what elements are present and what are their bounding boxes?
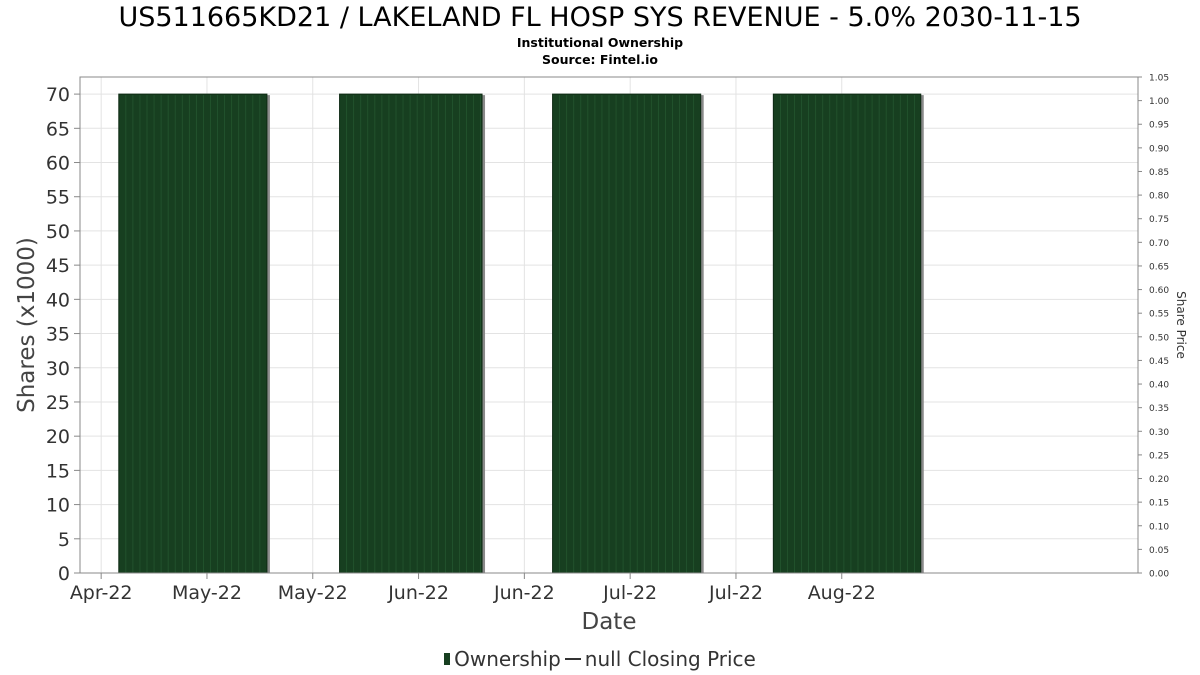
- y-axis-label: Shares (x1000): [14, 237, 40, 413]
- y-tick-label: 50: [46, 221, 70, 243]
- x-tick-label: Jul-22: [708, 582, 763, 604]
- ownership-bar: [552, 93, 702, 574]
- x-tick-label: Apr-22: [70, 582, 133, 604]
- y-tick-label: 30: [46, 358, 70, 380]
- y-right-tick-label: 0.65: [1149, 262, 1169, 272]
- y-right-tick-label: 0.85: [1149, 168, 1169, 178]
- ownership-bar: [118, 93, 268, 574]
- chart-title: US511665KD21 / LAKELAND FL HOSP SYS REVE…: [118, 2, 1082, 33]
- x-axis-label: Date: [582, 609, 637, 635]
- plot-frame: [79, 76, 1139, 574]
- y-right-tick-label: 0.15: [1149, 499, 1169, 509]
- y-tick-label: 25: [46, 392, 70, 414]
- legend-ownership-label: Ownership: [454, 647, 561, 671]
- x-tick-label: May-22: [172, 582, 242, 604]
- x-tick-label: Jul-22: [602, 582, 657, 604]
- x-tick-label: Aug-22: [808, 582, 876, 604]
- y-right-tick-label: 0.55: [1149, 310, 1169, 320]
- ownership-bars: [118, 93, 924, 574]
- x-tick-label: Jun-22: [493, 582, 555, 604]
- y-right-tick-label: 0.80: [1149, 192, 1169, 202]
- y-axis-left: 0 5 10 15 20 25 30 35 40 45 50 55 60 65 70: [46, 84, 80, 585]
- y-right-tick-label: 0.60: [1149, 286, 1169, 296]
- ownership-bar-group: [552, 93, 704, 574]
- y-right-tick-label: 0.10: [1149, 522, 1169, 532]
- y-right-tick-label: 0.05: [1149, 546, 1169, 556]
- y-tick-label: 20: [46, 426, 70, 448]
- x-tick-label: May-22: [278, 582, 348, 604]
- y-tick-label: 5: [58, 529, 70, 551]
- y-right-tick-label: 1.05: [1149, 74, 1169, 84]
- y-axis-right-label: Share Price: [1174, 291, 1188, 359]
- y-tick-label: 45: [46, 255, 70, 277]
- y-tick-label: 15: [46, 460, 70, 482]
- ownership-bar-group: [339, 93, 486, 574]
- y-tick-label: 0: [58, 563, 70, 585]
- y-tick-label: 55: [46, 187, 70, 209]
- y-tick-label: 40: [46, 289, 70, 311]
- ownership-bar: [772, 93, 922, 574]
- ownership-bar-group: [118, 93, 270, 574]
- ownership-bar: [339, 93, 483, 574]
- y-tick-label: 70: [46, 84, 70, 106]
- y-tick-label: 65: [46, 118, 70, 140]
- legend: Ownership null Closing Price: [0, 646, 1200, 672]
- price-legend-swatch: [564, 658, 581, 660]
- chart-subtitle: Institutional Ownership: [516, 35, 684, 50]
- y-right-tick-label: 0.70: [1149, 239, 1169, 249]
- x-tick-label: Jun-22: [387, 582, 449, 604]
- y-right-tick-label: 0.90: [1149, 144, 1169, 154]
- y-right-tick-label: 0.35: [1149, 404, 1169, 414]
- y-axis-right: 0.00 0.05 0.10 0.15 0.20 0.25 0.30 0.35 0.40 0.45…: [1138, 74, 1169, 580]
- x-axis: Apr-22 May-22 May-22 Jun-22 Jun-22 Jul-22 Jul-…: [70, 573, 876, 604]
- y-right-tick-label: 0.00: [1149, 570, 1169, 580]
- y-right-tick-label: 1.00: [1149, 97, 1169, 107]
- y-right-tick-label: 0.75: [1149, 215, 1169, 225]
- y-tick-label: 10: [46, 495, 70, 517]
- ownership-legend-swatch: [444, 653, 451, 665]
- y-tick-label: 60: [46, 153, 70, 175]
- y-tick-label: 35: [46, 324, 70, 346]
- y-right-tick-label: 0.50: [1149, 333, 1169, 343]
- y-right-tick-label: 0.95: [1149, 121, 1169, 131]
- chart-source: Source: Fintel.io: [542, 52, 658, 67]
- ownership-bar-group: [772, 93, 924, 574]
- y-right-tick-label: 0.30: [1149, 428, 1169, 438]
- legend-price-label: null Closing Price: [584, 647, 756, 671]
- y-right-tick-label: 0.40: [1149, 381, 1169, 391]
- y-right-tick-label: 0.20: [1149, 475, 1169, 485]
- y-right-tick-label: 0.45: [1149, 357, 1169, 367]
- y-right-tick-label: 0.25: [1149, 451, 1169, 461]
